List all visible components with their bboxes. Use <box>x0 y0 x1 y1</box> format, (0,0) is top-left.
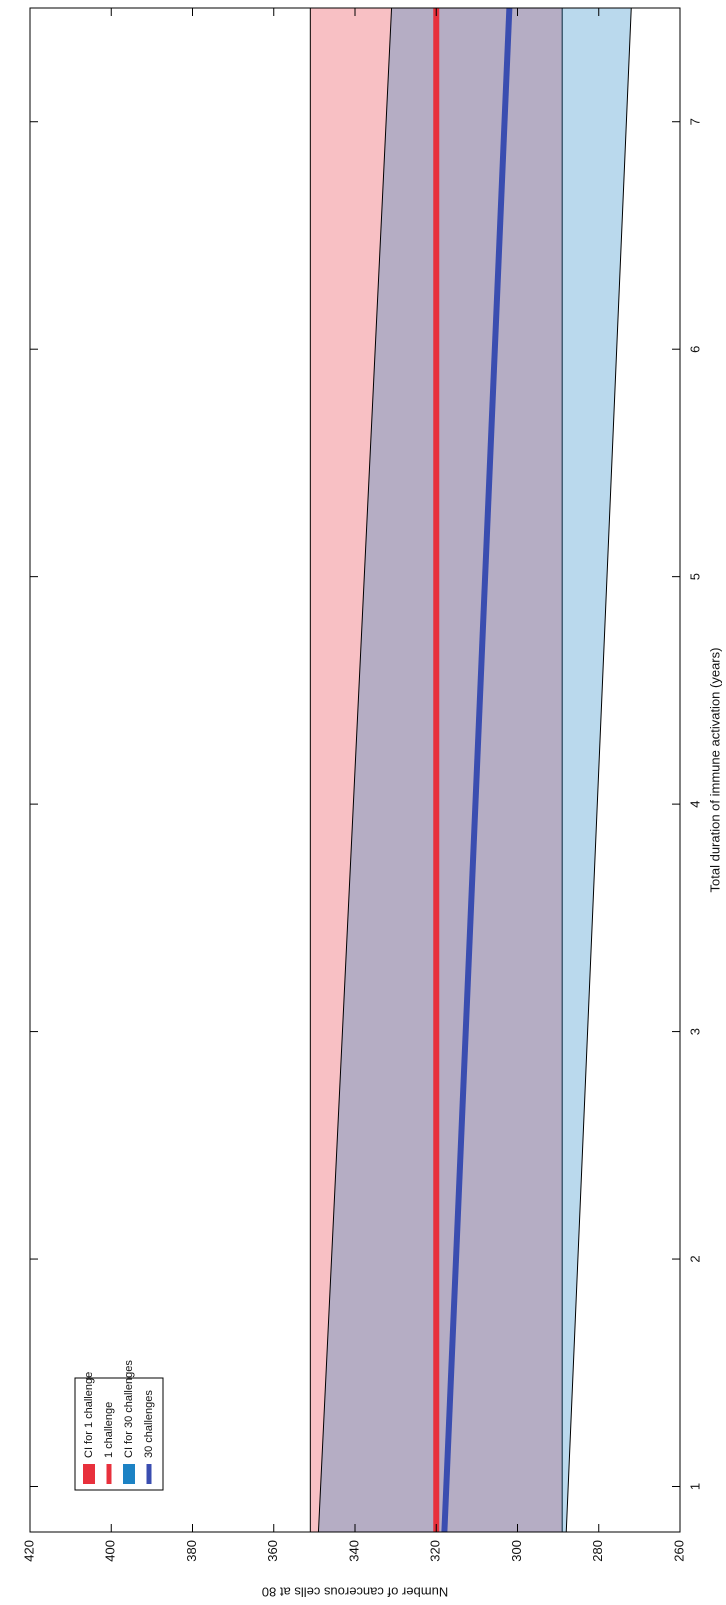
legend-box <box>74 1377 164 1491</box>
x-tick-label: 5 <box>687 573 702 580</box>
y-tick-label: 360 <box>265 1540 280 1562</box>
legend-label: 30 challenges <box>143 1390 155 1458</box>
legend-swatch <box>123 1464 135 1484</box>
x-tick-label: 1 <box>687 1483 702 1490</box>
x-tick-label: 7 <box>687 118 702 125</box>
y-tick-label: 340 <box>346 1540 361 1562</box>
legend: CI for 1 challenge 1 challenge CI for 30 c… <box>74 1360 164 1491</box>
legend-swatch <box>83 1464 95 1484</box>
y-tick-label: 300 <box>509 1540 524 1562</box>
x-tick-label: 4 <box>687 801 702 808</box>
y-tick-label: 260 <box>671 1540 686 1562</box>
legend-label: CI for 1 challenge <box>83 1372 95 1458</box>
y-tick-label: 420 <box>21 1540 36 1562</box>
legend-label: CI for 30 challenges <box>123 1360 135 1458</box>
x-tick-label: 3 <box>687 1028 702 1035</box>
x-tick-label: 6 <box>687 346 702 353</box>
y-tick-label: 320 <box>428 1540 443 1562</box>
y-tick-label: 280 <box>590 1540 605 1562</box>
x-axis-title: Total duration of immune activation (yea… <box>707 648 722 893</box>
data-line <box>441 7 513 1533</box>
plot-area <box>309 7 632 1533</box>
legend-label: 1 challenge <box>103 1402 115 1458</box>
y-tick-label: 400 <box>103 1540 118 1562</box>
y-axis-title: Number of cancerous cells at 80 <box>262 1585 448 1600</box>
y-tick-label: 380 <box>184 1540 199 1562</box>
x-tick-label: 2 <box>687 1255 702 1262</box>
